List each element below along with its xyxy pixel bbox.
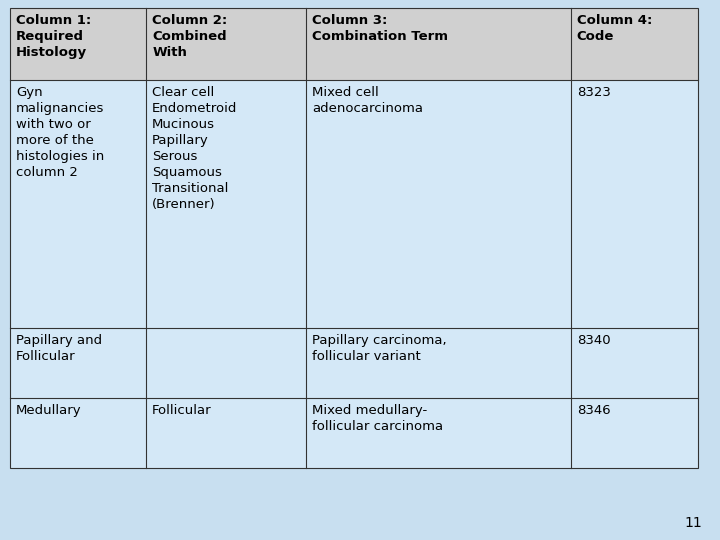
Text: Papillary and
Follicular: Papillary and Follicular [16, 334, 102, 363]
Text: Column 2:
Combined
With: Column 2: Combined With [152, 14, 228, 59]
Text: Gyn
malignancies
with two or
more of the
histologies in
column 2: Gyn malignancies with two or more of the… [16, 86, 104, 179]
Text: Follicular: Follicular [152, 404, 212, 417]
Text: Column 4:
Code: Column 4: Code [577, 14, 652, 43]
Text: 8340: 8340 [577, 334, 611, 347]
Text: Medullary: Medullary [16, 404, 81, 417]
Bar [10, 8, 698, 80]
Text: Clear cell
Endometroid
Mucinous
Papillary
Serous
Squamous
Transitional
(Brenner): Clear cell Endometroid Mucinous Papillar… [152, 86, 238, 211]
Text: Mixed medullary-
follicular carcinoma: Mixed medullary- follicular carcinoma [312, 404, 443, 433]
Text: 8323: 8323 [577, 86, 611, 99]
Text: 11: 11 [684, 516, 702, 530]
Bar [10, 8, 698, 468]
Text: 8346: 8346 [577, 404, 611, 417]
Text: Papillary carcinoma,
follicular variant: Papillary carcinoma, follicular variant [312, 334, 446, 363]
Text: Mixed cell
adenocarcinoma: Mixed cell adenocarcinoma [312, 86, 423, 115]
Text: Column 1:
Required
Histology: Column 1: Required Histology [16, 14, 91, 59]
Text: Column 3:
Combination Term: Column 3: Combination Term [312, 14, 448, 43]
Bar [10, 80, 698, 468]
